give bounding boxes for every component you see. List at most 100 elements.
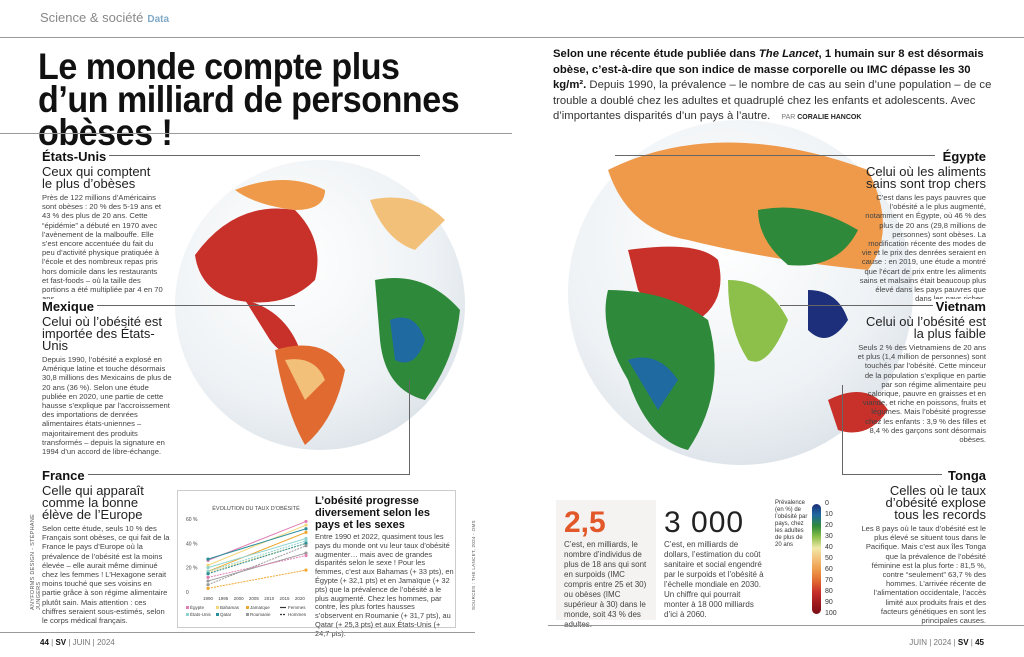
- byline: PAR CORALIE HANCOK: [781, 114, 861, 121]
- x-tick-label: 1995: [218, 596, 229, 601]
- intro-source: The Lancet: [758, 48, 819, 60]
- stat-overweight: 2,5 C’est, en milliards, le nombre d’ind…: [556, 500, 656, 629]
- stat-text: C’est, en milliards, le nombre d’individ…: [564, 540, 647, 629]
- data-point: [304, 544, 308, 548]
- byline-prefix: PAR: [781, 114, 796, 121]
- section-name: Science & société: [40, 10, 144, 25]
- legend-item: États-Unis: [190, 611, 212, 617]
- country-name: Égypte: [939, 149, 986, 164]
- design-credit: ANYFORMS DESIGN - STÉPHANE JUNGERS: [30, 513, 42, 610]
- x-tick-label: 2000: [234, 596, 245, 601]
- legend-tick: 40: [825, 544, 833, 551]
- country-subtitle: Celles où le taux d’obésité explose tous…: [885, 483, 986, 522]
- data-point: [304, 553, 308, 558]
- legend-tick: 90: [825, 599, 833, 606]
- legend-item: Roumanie: [250, 612, 271, 617]
- x-tick-label: 2020: [295, 596, 306, 601]
- legend-item: Femmes: [288, 605, 306, 610]
- stat-text: C’est, en milliards de dollars, l’estima…: [664, 540, 764, 619]
- legend-item: Hommes: [288, 612, 307, 617]
- divider: [0, 133, 512, 134]
- logo: SV: [55, 638, 67, 647]
- country-block-france: France Celle qui apparaît comme la bonne…: [42, 467, 170, 625]
- data-point: [206, 557, 210, 561]
- x-tick-label: 2005: [249, 596, 260, 601]
- divider: [0, 37, 1024, 38]
- intro-text: Depuis 1990, la prévalence – le nombre d…: [553, 79, 992, 122]
- data-point: [206, 575, 210, 579]
- eurasia-africa-landmass: [605, 142, 888, 450]
- legend-ticks: 0 10 20 30 40 50 60 70 80 90 100: [825, 500, 840, 620]
- legend-tick: 10: [825, 511, 833, 518]
- sources: SOURCES : THE LANCET, 2024 - OMS: [471, 520, 476, 610]
- intro-paragraph: Selon une récente étude publiée dans The…: [553, 47, 1003, 126]
- data-point: [304, 568, 308, 572]
- logo: SV: [957, 638, 969, 647]
- legend-swatch: [186, 613, 189, 616]
- legend-item: Jamaïque: [250, 605, 270, 610]
- data-point: [206, 586, 210, 590]
- legend-tick: 100: [825, 610, 837, 617]
- x-tick-label: 1990: [203, 596, 214, 601]
- intro-bold: Selon une récente étude publiée dans: [553, 48, 759, 60]
- intro-bold: , 1 humain sur 8 est désormais obèse, c’…: [553, 48, 984, 91]
- issue-date: JUIN | 2024: [909, 638, 952, 647]
- page-number: 44: [40, 638, 49, 647]
- chart-article: L’obésité progresse diversement selon le…: [315, 495, 454, 639]
- leader-line: [615, 155, 935, 156]
- series-line: [207, 524, 307, 566]
- legend-swatch: [246, 613, 249, 616]
- y-tick-label: 0: [186, 590, 189, 596]
- x-tick-label: 2010: [264, 596, 275, 601]
- data-point: [206, 579, 210, 583]
- stat-value: 2,5: [564, 506, 606, 539]
- data-point: [206, 563, 210, 567]
- page-title: Le monde compte plus d’un milliard de pe…: [38, 46, 460, 153]
- country-name: Tonga: [944, 468, 986, 483]
- data-point: [304, 536, 308, 541]
- series-line: [207, 542, 307, 575]
- data-point: [304, 530, 308, 534]
- country-name: Mexique: [42, 299, 98, 314]
- data-point: [304, 519, 308, 524]
- color-legend: Prévalence (en %) de l’obésité par pays,…: [775, 500, 840, 620]
- country-subtitle: Celle qui apparaît comme la bonne élève …: [42, 483, 144, 522]
- legend-tick: 20: [825, 522, 833, 529]
- footer-right: JUIN | 2024 | SV | 45: [909, 638, 984, 647]
- legend-swatch: [216, 606, 219, 609]
- legend-tick: 80: [825, 588, 833, 595]
- series-line: [207, 540, 307, 572]
- legend-swatch: [186, 606, 189, 609]
- stat-cost: 3 000 C’est, en milliards de dollars, l’…: [658, 500, 770, 620]
- legend-item: Égypte: [190, 604, 205, 610]
- legend-tick: 60: [825, 566, 833, 573]
- series-line: [207, 552, 307, 582]
- stat-value: 3 000: [664, 506, 745, 539]
- obesity-line-chart: ÉVOLUTION DU TAUX D’OBÉSITÉ 0 20 % 40 % 60 …: [186, 505, 308, 617]
- data-point: [206, 572, 210, 576]
- legend-tick: 0: [825, 500, 829, 507]
- country-text: Seuls 2 % des Vietnamiens de 20 ans et p…: [857, 343, 986, 445]
- author: CORALIE HANCOK: [797, 114, 862, 121]
- data-point: [304, 541, 308, 545]
- divider: [548, 625, 1024, 626]
- country-name: Vietnam: [932, 299, 986, 314]
- chart-title: ÉVOLUTION DU TAUX D’OBÉSITÉ: [212, 505, 300, 512]
- country-subtitle: Ceux qui comptent le plus d’obèses: [42, 164, 151, 191]
- legend-swatch: [246, 606, 249, 609]
- x-tick-label: 2015: [280, 596, 291, 601]
- country-subtitle: Celui où l’obésité est la plus faible: [866, 314, 986, 341]
- legend-swatch: [216, 613, 219, 616]
- leader-line: [842, 474, 942, 475]
- americas-landmass: [195, 180, 460, 445]
- series-line: [207, 569, 307, 589]
- country-name: France: [42, 468, 88, 483]
- country-block-tonga: Tonga Celles où le taux d’obésité explos…: [858, 467, 986, 625]
- series-line: [207, 555, 307, 578]
- issue-date: JUIN | 2024: [72, 638, 115, 647]
- country-text: Selon cette étude, seuls 10 % des França…: [42, 524, 170, 626]
- leader-line: [842, 385, 843, 475]
- series-line: [207, 537, 307, 569]
- y-tick-label: 60 %: [186, 517, 198, 523]
- legend-tick: 50: [825, 555, 833, 562]
